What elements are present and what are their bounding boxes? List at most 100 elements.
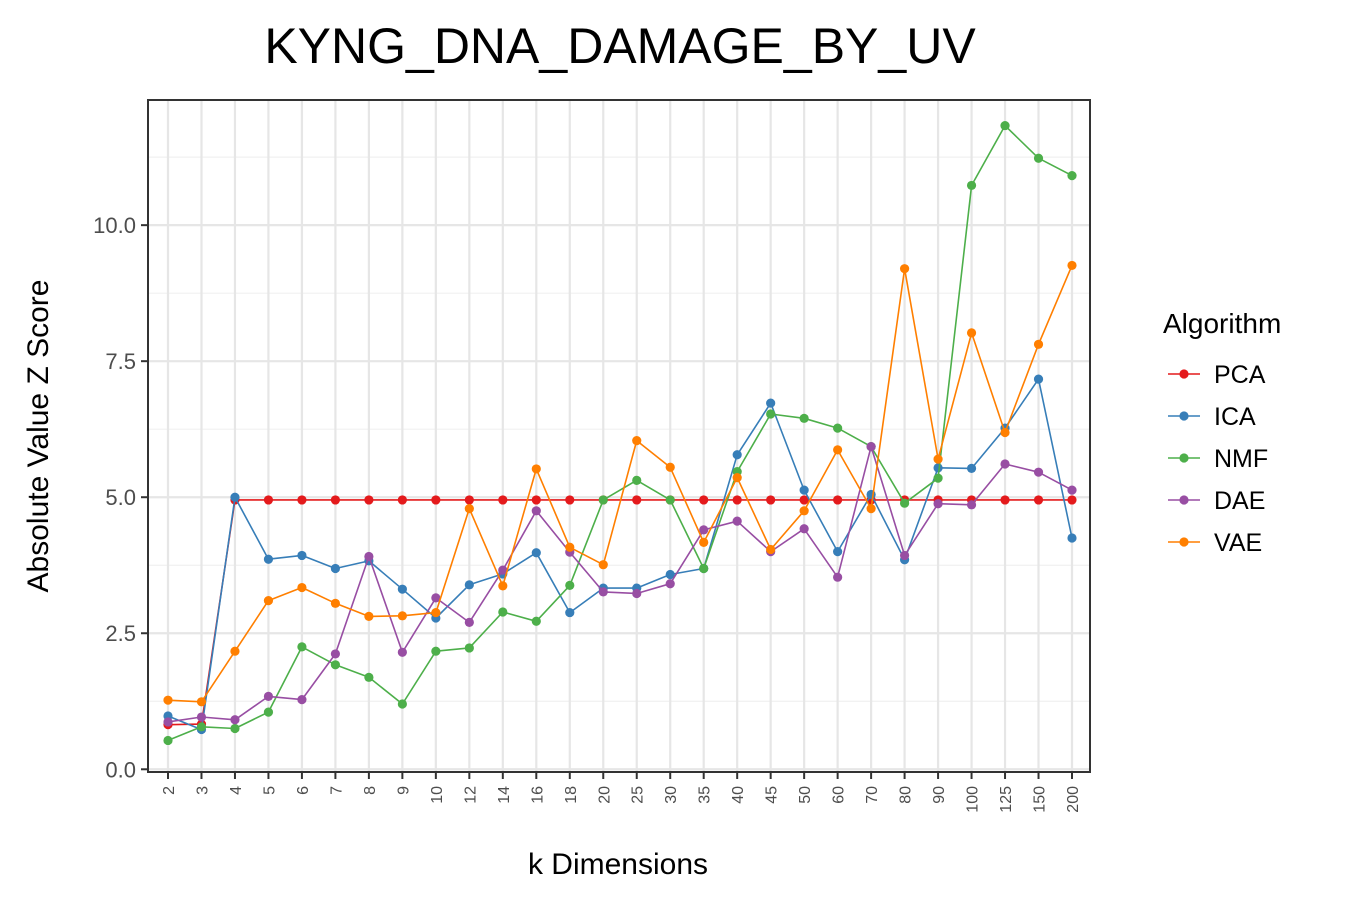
x-tick-label: 5 [261, 786, 278, 795]
data-point-pca [464, 495, 474, 505]
data-point-vae [1033, 339, 1044, 349]
data-point-ica [464, 580, 474, 590]
major-gridlines [148, 100, 1090, 772]
data-point-vae [230, 646, 240, 656]
x-tick-label: 30 [663, 786, 680, 804]
data-point-vae [565, 542, 575, 552]
legend-title: Algorithm [1163, 308, 1281, 339]
data-point-vae [1067, 260, 1077, 271]
x-tick-label: 8 [362, 786, 379, 795]
data-point-dae [196, 712, 207, 722]
data-point-pca [1033, 495, 1044, 505]
data-point-nmf [598, 495, 608, 505]
data-point-pca [498, 495, 508, 505]
data-point-vae [799, 506, 809, 516]
x-tick-label: 40 [730, 786, 747, 804]
data-point-pca [263, 495, 274, 505]
data-point-vae [1000, 427, 1010, 438]
data-point-vae [431, 607, 441, 618]
data-point-nmf [196, 722, 207, 732]
y-tick-label: 2.5 [105, 621, 136, 646]
data-point-ica [297, 550, 307, 561]
data-point-dae [933, 499, 943, 509]
data-point-dae [498, 565, 508, 575]
data-point-dae [799, 524, 809, 534]
series-nmf [163, 120, 1077, 746]
legend-label: NMF [1214, 445, 1268, 473]
data-point-dae [1000, 459, 1010, 469]
data-point-dae [1033, 467, 1044, 477]
data-point-vae [833, 445, 843, 455]
data-point-ica [565, 607, 575, 618]
data-point-ica [1067, 533, 1077, 543]
legend-key-point [1179, 453, 1189, 463]
legend-label: PCA [1214, 361, 1266, 389]
legend-item-vae: VAE [1168, 529, 1262, 557]
data-point-vae [665, 462, 675, 472]
data-point-vae [933, 454, 943, 464]
data-point-dae [632, 588, 642, 599]
data-point-pca [330, 495, 341, 505]
data-point-nmf [699, 563, 709, 574]
data-point-ica [766, 398, 776, 408]
legend-key-point [1179, 369, 1189, 379]
x-tick-label: 50 [797, 786, 814, 804]
data-point-dae [1067, 485, 1077, 495]
series-layer [163, 120, 1077, 746]
x-tick-label: 150 [1032, 786, 1049, 813]
data-point-vae [196, 697, 207, 707]
data-point-pca [1067, 495, 1077, 505]
data-point-pca [732, 495, 742, 505]
x-tick-label: 16 [529, 786, 546, 804]
data-point-dae [330, 649, 341, 659]
data-point-nmf [431, 646, 441, 656]
series-pca [163, 495, 1077, 730]
data-point-ica [866, 489, 876, 500]
data-point-ica [732, 450, 742, 460]
x-tick-label: 60 [831, 786, 848, 804]
data-point-dae [899, 550, 910, 561]
data-point-dae [665, 579, 675, 589]
x-tick-label: 35 [697, 786, 714, 804]
x-tick-label: 14 [496, 786, 513, 804]
series-line-nmf [167, 124, 1073, 742]
data-point-ica [799, 485, 809, 495]
data-point-nmf [833, 423, 843, 433]
series-line-dae [167, 445, 1073, 723]
series-ica [163, 374, 1077, 735]
y-tick-label: 0.0 [105, 757, 136, 782]
data-point-dae [833, 572, 843, 582]
data-point-vae [899, 264, 910, 274]
legend-item-ica: ICA [1168, 403, 1256, 431]
data-point-pca [799, 495, 809, 505]
data-point-vae [966, 328, 977, 338]
series-line-ica [167, 378, 1073, 731]
data-point-dae [464, 617, 474, 627]
data-point-nmf [531, 616, 541, 626]
series-dae [163, 442, 1077, 727]
data-point-vae [330, 598, 341, 608]
data-point-vae [397, 611, 407, 621]
data-point-dae [598, 587, 608, 597]
data-point-dae [431, 593, 441, 603]
data-point-pca [1000, 495, 1010, 505]
data-point-dae [531, 506, 541, 516]
series-line-pca [167, 499, 1072, 726]
y-tick-label: 5.0 [105, 485, 136, 510]
data-point-vae [766, 544, 776, 555]
data-point-dae [297, 695, 307, 705]
series-vae [163, 260, 1077, 707]
data-point-nmf [297, 642, 307, 652]
data-point-dae [163, 717, 173, 727]
legend-key-point [1179, 411, 1189, 421]
data-point-vae [163, 695, 173, 705]
data-point-pca [766, 495, 776, 505]
data-point-dae [364, 551, 374, 562]
y-tick-label: 10.0 [93, 213, 136, 238]
data-point-vae [732, 473, 742, 483]
data-point-nmf [1000, 120, 1010, 131]
legend-key-point [1179, 495, 1189, 505]
data-point-vae [866, 504, 876, 514]
data-point-ica [1033, 374, 1044, 384]
data-point-ica [833, 547, 843, 557]
